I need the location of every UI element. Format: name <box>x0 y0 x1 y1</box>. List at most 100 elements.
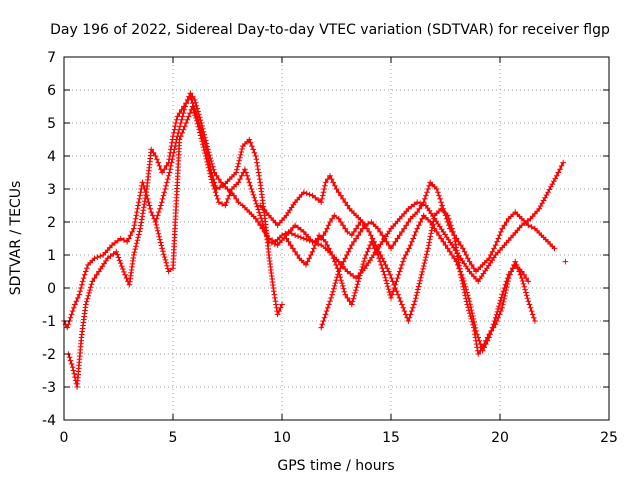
data-point <box>409 244 412 247</box>
data-point <box>468 270 471 273</box>
data-point <box>115 250 118 253</box>
data-point <box>409 217 412 220</box>
data-point <box>139 227 142 230</box>
x-tick-label: 5 <box>169 430 178 446</box>
data-point <box>276 224 279 227</box>
data-point <box>217 201 220 204</box>
data-point <box>311 240 314 243</box>
data-point <box>132 227 135 230</box>
data-point <box>547 240 549 243</box>
data-point <box>167 161 170 164</box>
data-point <box>281 234 283 237</box>
data-point <box>383 237 386 240</box>
data-point <box>320 244 323 247</box>
data-point <box>211 181 214 184</box>
data-point <box>324 247 327 250</box>
data-point <box>401 303 403 306</box>
data-point <box>141 181 144 184</box>
data-point <box>442 207 445 210</box>
data-point <box>435 188 438 190</box>
data-point <box>204 155 207 157</box>
data-point <box>540 234 543 237</box>
tick-group: 0 5 10 15 20 25 -4 -3 -2 -1 0 1 2 3 4 5 6 7 <box>42 50 618 446</box>
data-point <box>132 254 135 256</box>
data-point <box>302 231 305 233</box>
data-point <box>244 168 246 171</box>
y-tick-label: 5 <box>47 116 56 132</box>
data-point <box>527 224 530 227</box>
x-tick-label: 0 <box>60 430 69 446</box>
series-markers <box>61 90 364 331</box>
series-trace <box>63 92 362 329</box>
series-trace <box>67 95 283 388</box>
data-point <box>514 260 517 263</box>
data-point <box>183 105 185 108</box>
data-point <box>501 227 504 230</box>
data-point <box>178 138 181 141</box>
data-point <box>204 145 207 148</box>
data-point <box>403 257 405 260</box>
data-point <box>294 234 296 237</box>
data-point <box>468 300 471 303</box>
data-point <box>172 135 174 138</box>
data-point <box>82 277 85 279</box>
data-point <box>372 254 375 256</box>
y-tick-label: 6 <box>47 83 56 99</box>
data-point <box>220 181 222 184</box>
data-point <box>520 277 523 279</box>
data-point <box>527 280 530 283</box>
data-point <box>363 257 366 260</box>
data-point <box>475 330 477 332</box>
data-point <box>370 221 373 223</box>
data-point <box>481 264 484 266</box>
y-tick-label: 4 <box>47 149 56 165</box>
data-point <box>311 250 314 253</box>
data-point <box>346 270 349 273</box>
data-point <box>331 293 333 296</box>
data-point <box>520 224 523 227</box>
data-point <box>368 231 371 233</box>
data-point <box>534 227 536 230</box>
data-point <box>228 178 231 181</box>
data-point <box>231 188 233 190</box>
data-point <box>527 300 530 303</box>
data-point <box>520 270 523 273</box>
data-point <box>514 211 517 214</box>
data-point <box>562 161 565 164</box>
data-point <box>98 270 100 273</box>
data-point <box>268 254 270 256</box>
data-point <box>241 204 244 207</box>
data-point <box>486 267 488 270</box>
data-point <box>259 181 262 184</box>
data-point <box>78 293 81 296</box>
data-point <box>329 174 331 177</box>
data-point <box>268 240 270 243</box>
data-point <box>564 260 567 263</box>
y-tick-label: 3 <box>47 182 56 198</box>
series-markers <box>65 93 285 390</box>
data-point <box>102 254 105 256</box>
data-point <box>71 366 74 369</box>
data-point <box>420 273 423 276</box>
data-point <box>520 217 523 220</box>
data-point <box>248 138 251 141</box>
data-point <box>377 227 379 230</box>
data-point <box>74 303 76 306</box>
data-point <box>235 171 238 174</box>
data-point <box>350 234 353 237</box>
series-track-e <box>318 179 558 331</box>
data-point <box>442 240 445 243</box>
data-point <box>311 194 314 197</box>
data-point <box>224 204 227 207</box>
series-markers <box>318 179 558 331</box>
data-point <box>233 194 235 197</box>
data-point <box>361 221 364 223</box>
data-point <box>180 118 183 121</box>
series-markers <box>152 103 566 285</box>
data-point <box>342 224 344 227</box>
data-point <box>462 247 464 250</box>
data-point <box>150 148 153 151</box>
data-point <box>416 201 419 204</box>
data-point <box>263 214 266 217</box>
